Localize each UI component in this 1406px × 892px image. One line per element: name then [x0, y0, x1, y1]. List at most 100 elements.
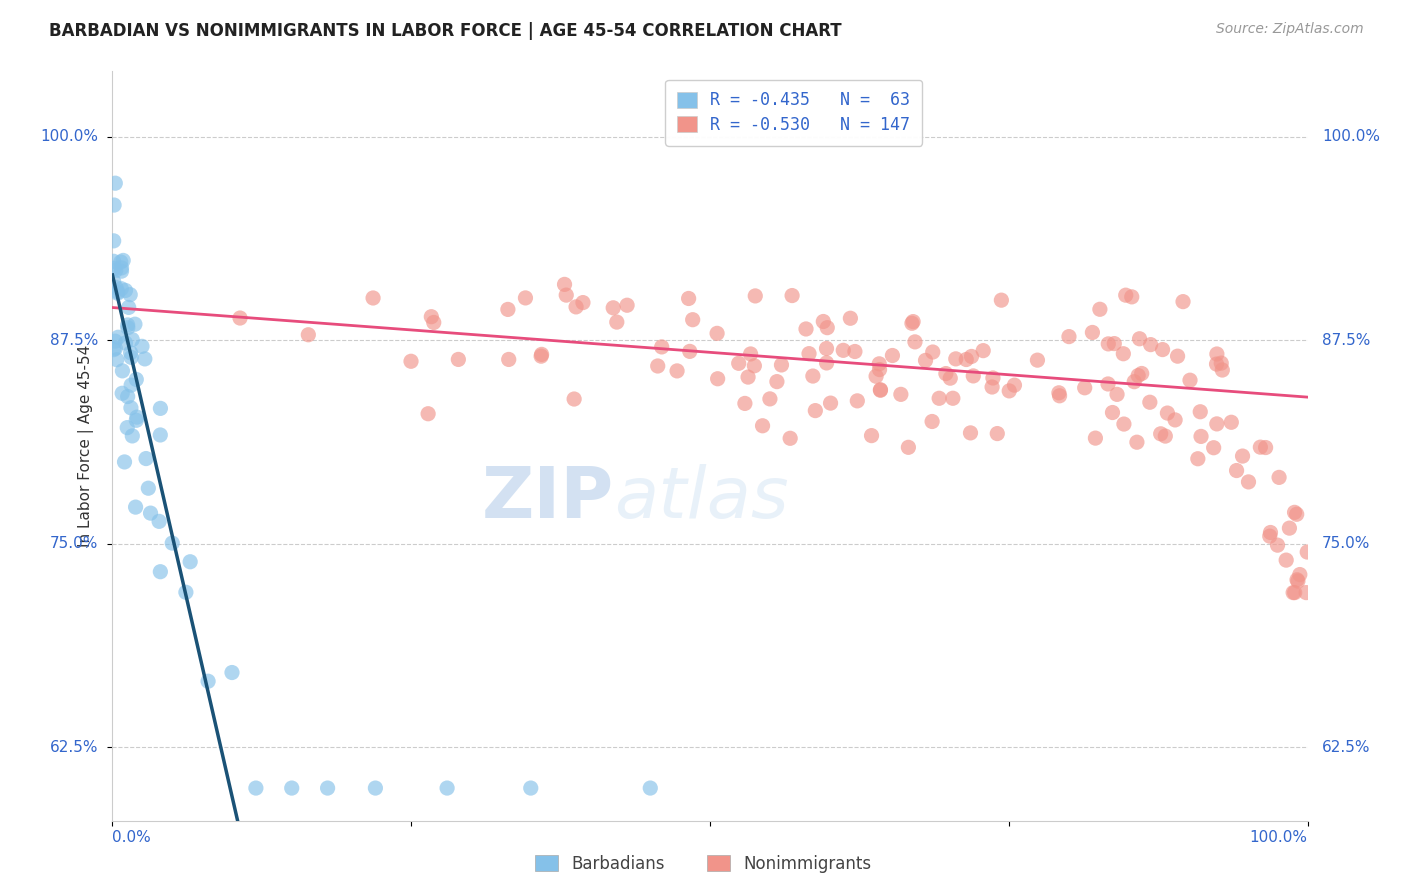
Point	[820, 396, 842, 410]
Point	[901, 316, 924, 330]
Point	[399, 354, 422, 368]
Point	[1189, 405, 1212, 419]
Point	[921, 415, 943, 429]
Point	[981, 371, 1004, 385]
Point	[1167, 349, 1189, 363]
Point	[706, 372, 728, 386]
Point	[606, 315, 628, 329]
Point	[107, 330, 129, 344]
Point	[103, 275, 125, 289]
Text: 75.0%: 75.0%	[49, 536, 98, 551]
Point	[914, 353, 936, 368]
Point	[1205, 357, 1227, 371]
Point	[1254, 441, 1277, 455]
Point	[1189, 429, 1212, 443]
Text: ZIP: ZIP	[482, 464, 614, 533]
Point	[104, 176, 127, 190]
Point	[105, 352, 128, 367]
Point	[1237, 475, 1260, 489]
Point	[447, 352, 470, 367]
Point	[112, 253, 135, 268]
Point	[766, 375, 789, 389]
Point	[602, 301, 624, 315]
Point	[115, 420, 138, 434]
Point	[134, 351, 156, 366]
Text: atlas: atlas	[614, 464, 789, 533]
Point	[120, 378, 142, 392]
Point	[770, 358, 793, 372]
Point	[815, 356, 838, 370]
Point	[1081, 326, 1104, 340]
Point	[162, 536, 183, 550]
Point	[105, 280, 128, 294]
Point	[1128, 332, 1150, 346]
Point	[679, 344, 702, 359]
Point	[1285, 508, 1308, 522]
Point	[1057, 329, 1080, 343]
Point	[1275, 553, 1298, 567]
Point	[104, 263, 127, 277]
Text: 0.0%: 0.0%	[112, 830, 152, 846]
Point	[1049, 389, 1071, 403]
Point	[104, 334, 127, 348]
Text: 100.0%: 100.0%	[1250, 830, 1308, 846]
Point	[1026, 353, 1049, 368]
Point	[103, 234, 125, 248]
Point	[962, 368, 984, 383]
Point	[1101, 405, 1123, 419]
Point	[981, 380, 1004, 394]
Point	[221, 665, 243, 680]
Point	[865, 369, 887, 384]
Point	[245, 780, 267, 795]
Point	[436, 780, 458, 795]
Point	[1260, 525, 1282, 540]
Point	[846, 393, 869, 408]
Point	[135, 451, 157, 466]
Point	[998, 384, 1021, 398]
Point	[759, 392, 782, 406]
Point	[1284, 505, 1306, 519]
Point	[740, 347, 762, 361]
Point	[562, 392, 585, 406]
Point	[1139, 395, 1161, 409]
Point	[103, 198, 125, 212]
Point	[1123, 375, 1146, 389]
Point	[121, 429, 143, 443]
Point	[1152, 343, 1174, 357]
Point	[1156, 406, 1178, 420]
Point	[1084, 431, 1107, 445]
Point	[1288, 567, 1310, 582]
Point	[706, 326, 728, 341]
Point	[1187, 451, 1209, 466]
Point	[935, 367, 957, 381]
Point	[1073, 381, 1095, 395]
Point	[734, 396, 756, 410]
Point	[422, 316, 444, 330]
Point	[959, 425, 981, 440]
Point	[869, 384, 891, 398]
Point	[1154, 429, 1177, 443]
Point	[361, 291, 384, 305]
Point	[520, 780, 543, 795]
Point	[118, 301, 141, 315]
Point	[229, 311, 252, 326]
Point	[139, 506, 162, 520]
Point	[572, 295, 595, 310]
Point	[138, 481, 160, 495]
Point	[131, 339, 153, 353]
Point	[727, 356, 749, 370]
Point	[496, 302, 519, 317]
Point	[897, 440, 920, 454]
Point	[1047, 385, 1070, 400]
Point	[148, 514, 170, 528]
Y-axis label: In Labor Force | Age 45-54: In Labor Force | Age 45-54	[79, 345, 94, 547]
Point	[647, 359, 669, 373]
Point	[104, 341, 127, 355]
Point	[297, 327, 319, 342]
Point	[103, 261, 125, 276]
Point	[107, 285, 129, 299]
Point	[797, 346, 820, 360]
Point	[179, 555, 201, 569]
Point	[1105, 387, 1128, 401]
Point	[316, 780, 339, 795]
